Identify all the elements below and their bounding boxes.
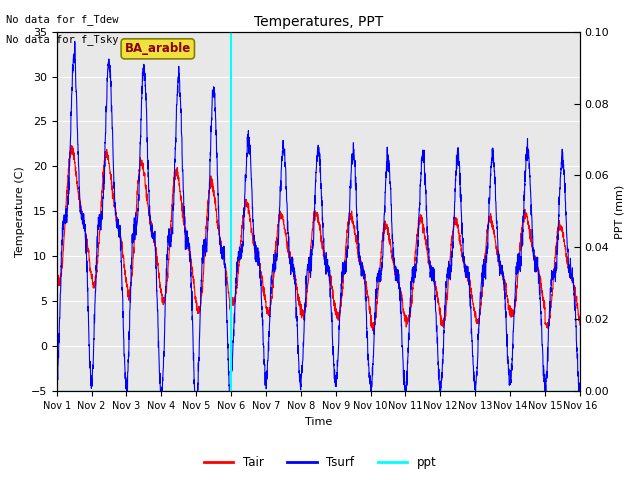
Title: Temperatures, PPT: Temperatures, PPT <box>253 15 383 29</box>
Y-axis label: PPT (mm): PPT (mm) <box>615 184 625 239</box>
Legend: Tair, Tsurf, ppt: Tair, Tsurf, ppt <box>199 452 441 474</box>
Text: No data for f_Tdew: No data for f_Tdew <box>6 14 119 25</box>
Text: BA_arable: BA_arable <box>125 42 191 55</box>
X-axis label: Time: Time <box>305 417 332 427</box>
Y-axis label: Temperature (C): Temperature (C) <box>15 166 25 257</box>
Text: No data for f_Tsky: No data for f_Tsky <box>6 34 119 45</box>
